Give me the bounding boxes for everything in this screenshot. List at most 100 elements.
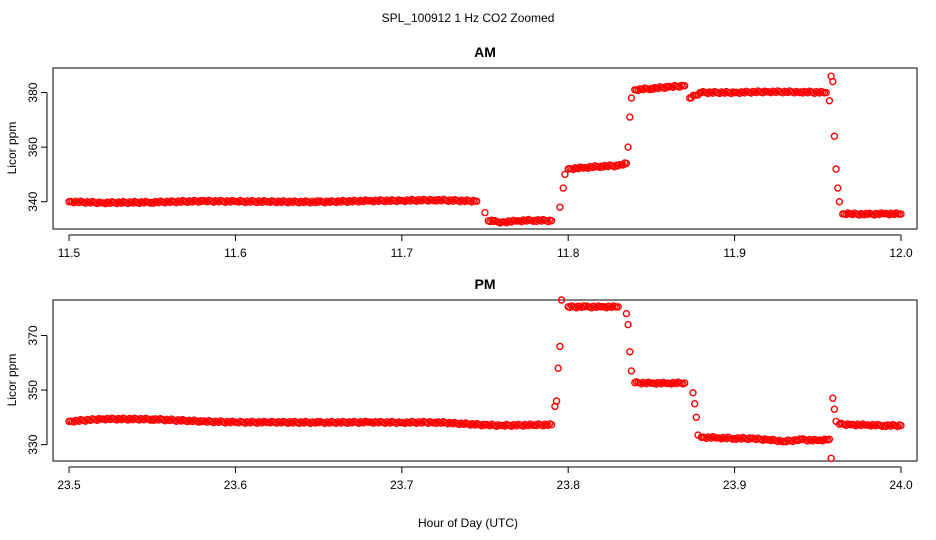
trace-point [662,82,671,91]
data-point [829,394,837,402]
trace-point [696,88,704,97]
trace-point [752,436,760,444]
am-x-tick-label: 11.8 [557,246,580,260]
trace-point [712,434,720,442]
trace-point [819,437,827,445]
trace-point [235,419,243,427]
trace-point [795,435,804,443]
am-x-axis: 11.5 11.6 11.7 11.8 11.9 12.0 [58,234,913,260]
trace-point [762,436,770,444]
trace-point [284,199,292,207]
trace-point [574,165,582,173]
pm-y-tick-label: 330 [26,434,40,454]
trace-point [355,198,363,206]
trace-point [393,419,401,428]
trace-point [374,197,383,206]
trace-point [637,380,646,388]
trace-point [872,422,880,430]
trace-point [842,421,850,430]
trace-point [707,434,715,442]
trace-point [230,418,238,426]
trace-point [360,198,368,206]
trace-point [767,437,775,445]
trace-point [812,436,820,444]
trace-point [210,198,218,206]
trace-point [235,198,243,206]
trace-point [75,417,83,425]
trace-point [508,218,516,226]
am-x-tick-label: 11.5 [58,246,81,260]
trace-point [587,304,596,312]
trace-point [172,417,180,425]
trace-point [246,419,254,427]
trace-point [306,199,315,207]
trace-point [401,419,409,428]
trace-point [226,419,234,427]
trace-point [374,419,383,427]
trace-point [662,380,671,388]
trace-point [862,421,870,429]
am-panel-title: AM [474,44,496,60]
trace-point [799,89,807,97]
trace-point [444,420,452,428]
trace-point [273,419,281,427]
data-point [830,132,839,140]
trace-point [732,435,740,443]
trace-point [727,89,735,98]
trace-point [461,198,469,206]
trace-point [161,199,169,207]
trace-point [804,437,812,445]
trace-point [579,164,587,172]
trace-point [642,380,651,388]
trace-point [722,435,730,443]
trace-point [203,418,211,426]
trace-point [702,434,710,443]
trace-point [396,197,404,205]
data-point [561,170,569,179]
trace-point [70,199,78,207]
trace-point [433,197,441,205]
trace-point [210,419,218,427]
data-point [827,454,835,462]
data-point [559,184,567,192]
trace-point [295,199,303,207]
trace-point [522,217,531,225]
trace-point [782,438,790,446]
trace-point [184,418,192,426]
trace-point [479,420,487,428]
trace-point [401,198,409,206]
trace-point [857,422,865,430]
trace-point [882,423,890,431]
trace-point [779,89,787,97]
trace-point [890,211,898,219]
trace-point [667,380,676,388]
trace-point [849,211,857,219]
trace-point [258,198,266,206]
trace-point [363,197,371,205]
pm-x-tick-label: 23.8 [557,478,581,492]
trace-point [604,163,612,171]
trace-point [704,89,712,98]
trace-point [386,197,394,205]
trace-point [529,421,537,429]
trace-point [537,217,546,225]
trace-point [862,209,870,217]
trace-point [508,422,516,430]
trace-point [241,199,249,207]
trace-point [524,422,532,430]
trace-point [784,88,792,97]
pm-panel-title: PM [475,276,496,292]
data-point [627,367,636,375]
data-point [830,405,839,413]
trace-point [449,197,457,205]
trace-point [759,89,767,97]
am-y-axis-label: Licor ppm [5,122,19,175]
trace-point [589,164,597,172]
trace-point [772,88,780,97]
trace-point [496,421,504,430]
trace-point [150,416,158,424]
trace-point [885,211,894,219]
trace-point [321,199,329,207]
trace-point [135,416,143,424]
trace-point [795,89,804,97]
